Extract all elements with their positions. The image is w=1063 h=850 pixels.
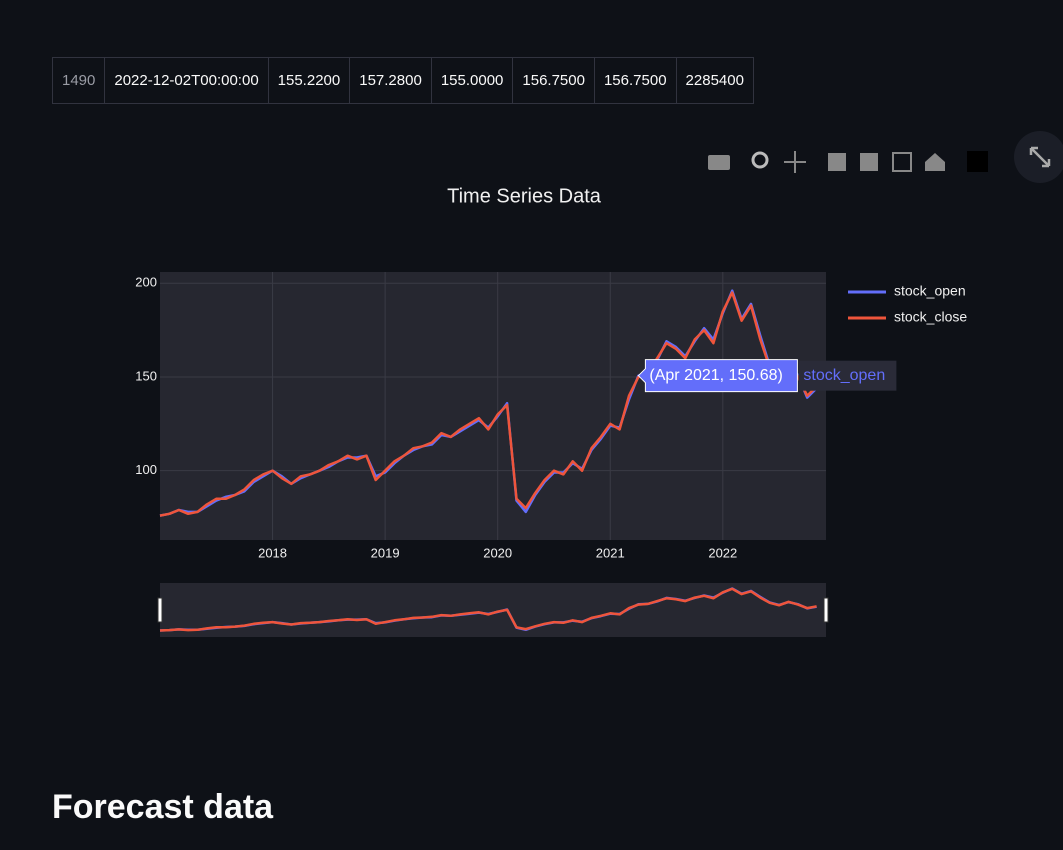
y-tick-label: 100 <box>135 462 157 477</box>
toolbar <box>708 131 1063 183</box>
camera-icon[interactable] <box>708 155 730 170</box>
range-handle[interactable] <box>823 597 829 623</box>
zoom-icon[interactable] <box>751 151 769 169</box>
chart: Time Series Data 100 150 200 2018 2019 2020 20… <box>135 131 1063 637</box>
x-tick-label: 2021 <box>596 545 625 560</box>
table-cell: 156.7500 <box>593 57 677 104</box>
tooltip-box <box>637 359 798 393</box>
plotly-logo[interactable] <box>967 151 988 172</box>
y-tick-label: 200 <box>135 275 157 290</box>
x-tick-label: 2022 <box>708 545 737 560</box>
table-cell: 2285400 <box>675 57 754 104</box>
series-line <box>159 291 818 517</box>
chart-title: Time Series Data <box>447 185 602 207</box>
data-table: 1490 2022-12-02T00:00:00 155.2200 157.2800 1… <box>51 57 754 104</box>
pan-icon[interactable] <box>784 151 806 173</box>
range-slider[interactable] <box>160 583 826 637</box>
tooltip-series: stock_open <box>803 367 885 384</box>
section-heading: Forecast data <box>52 788 274 826</box>
autoscale-icon[interactable] <box>892 152 912 172</box>
table-row: 1490 2022-12-02T00:00:00 155.2200 157.2800 1… <box>51 57 754 104</box>
table-cell: 2022-12-02T00:00:00 <box>104 57 269 104</box>
range-handle[interactable] <box>157 597 163 623</box>
x-tick-label: 2018 <box>258 545 287 560</box>
tooltip-name-bg <box>798 360 897 391</box>
x-tick-label: 2020 <box>483 545 512 560</box>
plot-area <box>160 272 826 540</box>
legend-label: stock_close <box>894 309 967 325</box>
home-icon[interactable] <box>925 153 945 171</box>
zoom-in-icon[interactable] <box>828 153 846 171</box>
legend-label: stock_open <box>894 283 966 299</box>
zoom-out-icon[interactable] <box>860 153 878 171</box>
x-tick-label: 2019 <box>371 545 400 560</box>
fullscreen-icon <box>1029 146 1051 168</box>
y-tick-label: 150 <box>135 368 157 383</box>
range-slider-line <box>159 587 817 632</box>
tooltip-text: (Apr 2021, 150.68) <box>649 367 782 384</box>
table-cell: 157.2800 <box>349 57 432 104</box>
table-cell: 1490 <box>51 57 106 104</box>
